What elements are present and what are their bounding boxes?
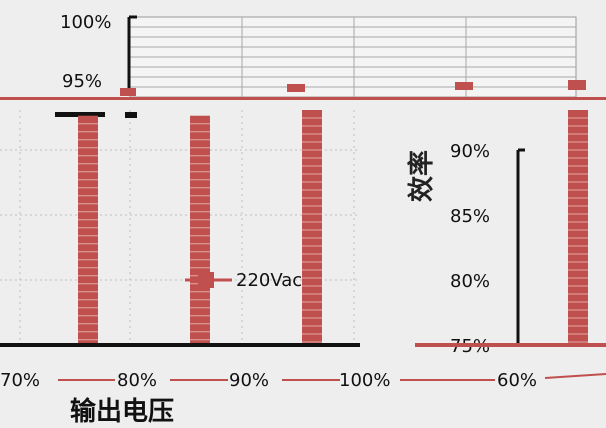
- legend: 220Vac: [185, 270, 302, 291]
- xtick-label: 100%: [339, 370, 390, 391]
- bar: [302, 110, 322, 345]
- xtick-label: 70%: [0, 370, 40, 391]
- bar: [78, 115, 98, 345]
- xtick-label: 90%: [229, 370, 269, 391]
- legend-swatch: [198, 272, 214, 288]
- bar: [190, 115, 210, 345]
- legend-label-220vac: 220Vac: [236, 270, 302, 291]
- render-artifact-stripe: [0, 80, 606, 118]
- ytick-95: 95%: [62, 71, 102, 92]
- main-gridlines: [0, 110, 360, 345]
- y-axis-label: 效率: [406, 150, 437, 202]
- bars: [78, 110, 588, 345]
- xtick-label: 60%: [497, 370, 537, 391]
- xtick-label: 80%: [117, 370, 157, 391]
- bar: [568, 110, 588, 345]
- ytick-80: 80%: [450, 271, 490, 292]
- x-artifact-lines: [58, 373, 606, 381]
- x-axis-label: 输出电压: [70, 396, 174, 427]
- top-gridlines: [130, 17, 576, 97]
- x-ticks: 70% 80% 90% 100% 60%: [0, 370, 537, 391]
- ytick-100: 100%: [60, 12, 111, 33]
- ytick-85: 85%: [450, 206, 490, 227]
- ytick-90: 90%: [450, 141, 490, 162]
